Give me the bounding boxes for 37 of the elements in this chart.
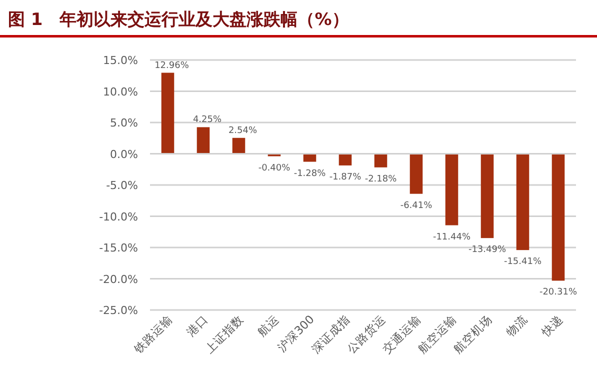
y-tick-label: -15.0% [99, 242, 138, 254]
data-label: -20.31% [539, 288, 578, 298]
bar [552, 154, 565, 281]
bar [410, 154, 423, 194]
data-label: -15.41% [504, 257, 542, 268]
chart-title: 图 1 年初以来交运行业及大盘涨跌幅（%） [8, 10, 349, 30]
x-tick-label: 港口 [184, 312, 210, 340]
data-label: -0.40% [258, 163, 291, 174]
data-label: -6.41% [400, 200, 433, 211]
y-tick-label: 15.0% [103, 54, 138, 67]
x-tick-label: 航运 [254, 312, 282, 340]
bar [303, 154, 316, 162]
bar [480, 154, 494, 238]
y-tick-label: -25.0% [99, 304, 138, 317]
y-tick-label: -20.0% [99, 272, 138, 286]
data-label: 12.96% [154, 60, 190, 71]
y-tick-label: -5.0% [106, 179, 138, 192]
bar [516, 154, 530, 250]
y-tick-label: 0.0% [110, 148, 138, 161]
bar [161, 72, 174, 154]
y-tick-label: -10.0% [99, 210, 138, 224]
data-label: -1.28% [294, 168, 326, 179]
data-label: -1.87% [329, 172, 362, 182]
data-label: 2.54% [228, 126, 258, 136]
data-label: -2.18% [364, 174, 398, 184]
x-tick-label: 快递 [538, 312, 566, 340]
x-tick-label: 物流 [503, 312, 530, 340]
y-tick-label: 10.0% [103, 85, 138, 98]
y-tick-label: 5.0% [110, 116, 138, 130]
data-label: 4.25% [192, 115, 222, 126]
bar [338, 154, 352, 166]
bar [445, 154, 458, 226]
bar [374, 154, 388, 168]
bar [232, 138, 246, 154]
data-label: -13.49% [468, 245, 506, 256]
bar [196, 127, 210, 154]
data-label: -11.44% [432, 232, 471, 242]
